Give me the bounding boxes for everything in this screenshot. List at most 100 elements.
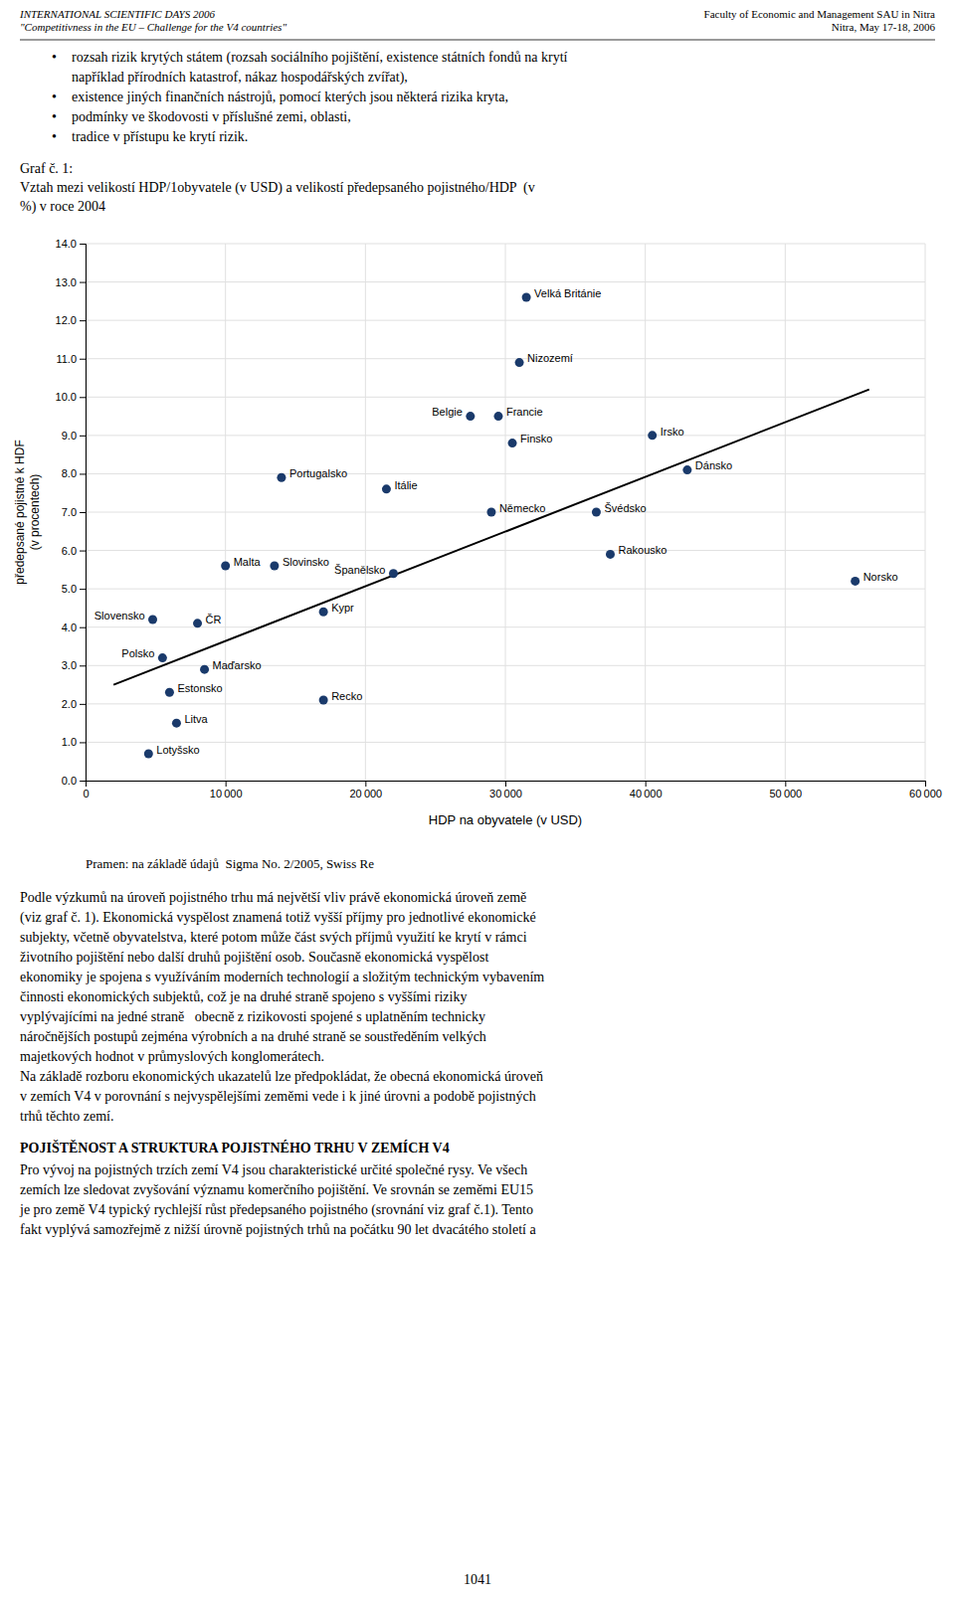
point-label: ČR	[205, 613, 222, 626]
y-axis-title-line: předepsané pojistné k HDF	[12, 439, 27, 584]
y-tick: 3.0	[61, 659, 86, 672]
y-tick-label: 8.0	[61, 467, 77, 480]
y-grid-line	[85, 243, 926, 245]
y-tick-mark	[79, 742, 86, 744]
header-right: Faculty of Economic and Management SAU i…	[704, 7, 937, 20]
x-tick-label: 0	[82, 787, 89, 800]
point-label: Maďarsko	[212, 659, 262, 672]
point	[605, 550, 615, 560]
point-label: Slovinsko	[282, 556, 330, 569]
x-tick: 40 000	[629, 780, 663, 800]
y-tick-mark	[79, 435, 86, 437]
body-text: Podle výzkumů na úroveň pojistného trhu …	[19, 890, 527, 906]
y-tick: 10.0	[55, 390, 86, 403]
point	[515, 358, 525, 368]
point	[220, 562, 230, 572]
y-tick: 11.0	[55, 353, 86, 366]
y-tick: 4.0	[61, 621, 86, 634]
bullet-symbol: •	[51, 89, 57, 105]
bullet-symbol: •	[51, 109, 57, 125]
point-label: Španělsko	[334, 564, 385, 576]
x-axis-line	[86, 781, 927, 788]
grid	[85, 243, 926, 781]
point-label: Lotyšsko	[156, 744, 199, 757]
body-text: majetkových hodnot v průmyslových konglo…	[19, 1049, 325, 1065]
y-tick-label: 2.0	[61, 698, 77, 711]
point	[388, 569, 398, 578]
y-tick: 0.0	[61, 774, 86, 787]
body-text: (viz graf č. 1). Ekonomická vyspělost zn…	[19, 910, 537, 927]
point-label: Francie	[506, 405, 544, 418]
body-text: je pro země V4 typický rychlejší růst př…	[18, 1202, 534, 1219]
point	[493, 411, 503, 421]
bullet-text: například přírodních katastrof, nákaz ho…	[71, 69, 408, 86]
body-text: vyplývajícími na jedné straně obecně z r…	[19, 1009, 486, 1025]
point-label: Norsko	[863, 571, 899, 583]
x-tick-label: 10 000	[209, 787, 243, 800]
y-tick-label: 6.0	[61, 545, 77, 558]
bullet-symbol: •	[51, 49, 57, 65]
body-text: ekonomiky je spojena s využíváním modern…	[19, 969, 545, 985]
x-tick: 10 000	[209, 780, 243, 800]
y-axis-title: předepsané pojistné k HDF(v procentech)	[12, 439, 42, 584]
y-tick-mark	[79, 473, 86, 475]
chart-title: Graf č. 1:	[19, 161, 73, 177]
y-tick-mark	[79, 359, 86, 361]
y-tick: 9.0	[61, 429, 86, 442]
x-axis-title: HDP na obyvatele (v USD)	[428, 812, 582, 828]
x-tick-label: 30 000	[489, 787, 523, 800]
y-tick-mark	[79, 320, 86, 322]
y-tick-label: 1.0	[61, 736, 77, 749]
y-tick-label: 4.0	[61, 621, 77, 634]
point	[192, 618, 202, 628]
point	[199, 665, 209, 675]
x-axis: 010 00020 00030 00040 00050 00060 000	[82, 780, 942, 800]
y-grid-line	[85, 550, 926, 552]
bullet-text: podmínky ve škodovosti v příslušné zemi,…	[71, 109, 352, 125]
y-grid-line	[85, 281, 926, 283]
y-tick-label: 14.0	[55, 237, 77, 250]
y-tick-label: 12.0	[55, 314, 77, 327]
chart: 010 00020 00030 00040 00050 00060 0000.0…	[12, 237, 943, 828]
x-tick-mark	[645, 780, 647, 787]
body-text: subjekty, včetně obyvatelstva, které pot…	[19, 930, 528, 946]
point-label: Belgie	[431, 405, 463, 418]
x-tick-mark	[925, 780, 927, 787]
y-axis: 0.0 1.0 2.0 3.0 4.0 5.0 6.0 7.0 8.0 9.0 10.0 11.0 12…	[55, 237, 87, 787]
y-axis-line	[79, 244, 87, 782]
point-label: Litva	[184, 713, 208, 726]
point-label: Německo	[499, 502, 546, 515]
section-header: POJIŠTĚNOST A STRUKTURA POJISTNÉHO TRHU …	[19, 1140, 450, 1156]
point	[148, 615, 158, 625]
point-label: Estonsko	[177, 682, 222, 695]
point	[144, 750, 154, 760]
point	[172, 719, 182, 729]
y-tick-mark	[79, 282, 86, 284]
point	[591, 508, 601, 518]
point-label: Dánsko	[695, 459, 733, 472]
y-tick-mark	[79, 588, 86, 590]
y-grid-line	[85, 320, 926, 322]
point-label: Polsko	[121, 647, 155, 660]
point	[158, 653, 168, 663]
point	[319, 696, 329, 706]
point	[682, 465, 692, 475]
point	[165, 688, 175, 698]
point-label: Velká Británie	[534, 287, 601, 300]
body-text: trhů těchto zemí.	[19, 1109, 114, 1125]
x-tick-label: 60 000	[909, 787, 943, 800]
y-tick: 5.0	[61, 582, 86, 595]
x-tick: 30 000	[489, 780, 523, 800]
point-label: Portugalsko	[289, 467, 348, 480]
y-tick: 7.0	[61, 506, 86, 519]
header-left: INTERNATIONAL SCIENTIFIC DAYS 2006	[18, 7, 215, 20]
header-right: Nitra, May 17-18, 2006	[831, 20, 937, 33]
bullet-symbol: •	[51, 129, 57, 145]
y-tick-label: 0.0	[61, 774, 77, 787]
point-label: Rakousko	[618, 544, 668, 557]
y-tick-label: 7.0	[61, 506, 77, 519]
plot-marks	[113, 293, 870, 760]
y-grid-line	[85, 473, 926, 475]
point-label: Nizozemí	[527, 352, 573, 365]
point	[269, 562, 279, 572]
